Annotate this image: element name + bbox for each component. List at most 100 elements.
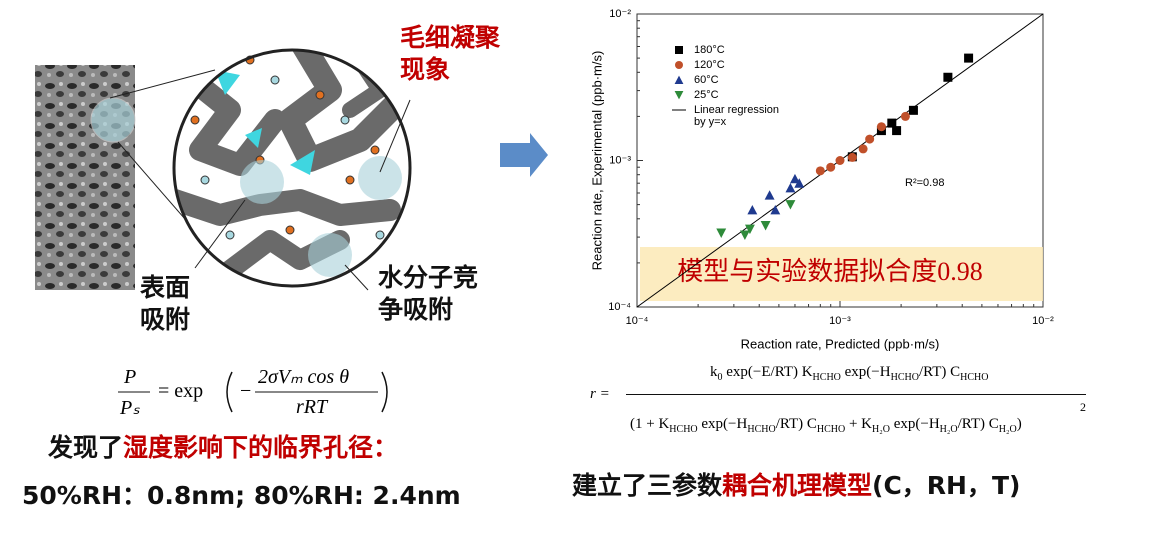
legend-item: 60°C — [672, 74, 822, 86]
point — [865, 134, 875, 144]
y-tick-label: 10⁻² — [609, 8, 631, 20]
point — [964, 53, 974, 63]
pore-outline — [172, 48, 412, 288]
condensed-water — [215, 70, 315, 175]
result: 50%RH：0.8nm; 80%RH: 2.4nm — [22, 481, 461, 510]
eq-piece: HCHO — [816, 424, 846, 435]
conclusion-text: 建立了三参数 — [572, 471, 723, 500]
eq-p: P — [124, 366, 137, 388]
eq-piece: k — [710, 364, 718, 380]
eq-piece: HCHO — [669, 424, 698, 435]
eq-piece: HCHO — [960, 372, 989, 383]
paren — [381, 371, 388, 413]
point — [747, 204, 758, 215]
point — [785, 182, 796, 193]
capillary-label: 毛细凝聚现象 — [400, 23, 501, 84]
y-axis-title: Reaction rate, Experimental (ppb·m/s) — [589, 51, 604, 271]
eq-piece: /RT) C — [775, 416, 817, 432]
paren — [226, 371, 233, 413]
legend-swatch — [674, 75, 684, 84]
legend-swatch — [674, 91, 684, 100]
x-tick-label: 10⁻³ — [829, 315, 851, 327]
eq-minus: − — [240, 380, 252, 402]
point — [892, 126, 902, 136]
point — [716, 228, 727, 238]
eq-piece: HCHO — [747, 424, 776, 435]
x-axis-title: Reaction rate, Predicted (ppb·m/s) — [741, 336, 940, 351]
eq-piece: /RT) C — [957, 416, 999, 432]
y-tick-label: 10⁻⁴ — [608, 301, 631, 313]
x-tick-label: 10⁻² — [1032, 315, 1054, 327]
arrow — [500, 133, 548, 177]
highlight — [240, 160, 284, 204]
point — [815, 166, 825, 176]
eq-ps: Pₛ — [120, 397, 140, 419]
point — [835, 156, 845, 165]
eq-piece: exp(−H — [697, 416, 748, 432]
legend-item: 120°C — [672, 59, 822, 71]
eq-exp: = exp — [158, 380, 204, 402]
pointer — [379, 99, 411, 173]
legend-label: 25°C — [694, 89, 719, 101]
banner-text: 模型与实验数据拟合度0.98 — [677, 257, 983, 286]
point — [943, 72, 953, 82]
chart: 10⁻⁴ 10⁻³ 10⁻² 10⁻⁴ 10⁻³ 10⁻² Reaction rate, P… — [589, 8, 1054, 352]
point — [739, 230, 750, 240]
conclusion-params: (C，RH，T) — [872, 471, 1021, 500]
legend-item: 25°C — [672, 89, 822, 101]
legend: 180°C 120°C 60°C 25°C Linear regression by y… — [672, 44, 822, 131]
eq-denominator: (1 + KHCHO exp(−HHCHO/RT) CHCHO + KH₂O e… — [630, 416, 1022, 435]
eq-piece: exp(−H — [840, 364, 891, 380]
y-tick-label: 10⁻³ — [609, 154, 631, 166]
point — [876, 122, 886, 132]
point — [675, 46, 683, 54]
point — [744, 224, 755, 235]
eq-piece: H₂O — [998, 424, 1017, 435]
point — [785, 200, 796, 210]
point — [770, 204, 781, 215]
legend-swatch — [675, 46, 683, 54]
legend-label: 60°C — [694, 74, 719, 86]
legend-label: 120°C — [694, 59, 725, 71]
eq-piece: H₂O — [939, 424, 958, 435]
eq-den: rRT — [296, 396, 328, 418]
point — [826, 162, 836, 172]
point — [908, 105, 918, 115]
pointer — [344, 264, 369, 291]
conclusion: 建立了三参数耦合机理模型(C，RH，T) — [572, 470, 1020, 502]
zoom-spot — [90, 97, 136, 143]
surface-label: 表面吸附 — [140, 273, 191, 334]
legend-label: Linear regression by y=x — [694, 104, 779, 128]
eq-piece: 0 — [717, 372, 723, 383]
r2-label: R²=0.98 — [905, 177, 944, 189]
competition-label: 水分子竞争吸附 — [378, 263, 479, 324]
point — [858, 144, 868, 154]
eq-num: 2σVₘ cos θ — [258, 366, 350, 388]
legend-swatch — [675, 61, 683, 69]
point — [674, 91, 684, 100]
highlight — [358, 156, 402, 200]
eq-piece: exp(−E/RT) K — [722, 364, 813, 380]
point — [887, 118, 897, 128]
zoom-line — [109, 69, 216, 99]
legend-item: Linear regression by y=x — [672, 104, 822, 128]
legend-swatch — [672, 109, 686, 111]
fraction-bar — [626, 394, 1086, 395]
eq-numerator: k0 exp(−E/RT) KHCHO exp(−HHCHO/RT) CHCHO — [710, 364, 988, 383]
molecules — [190, 55, 385, 240]
diagram — [35, 48, 548, 413]
eq-power: 2 — [1080, 400, 1086, 414]
point — [900, 111, 910, 121]
pointer — [194, 199, 246, 269]
legend-label: 180°C — [694, 44, 725, 56]
conclusion-highlight: 耦合机理模型 — [722, 471, 873, 500]
eq-piece: /RT) C — [918, 364, 961, 380]
point — [764, 190, 775, 200]
eq-piece: H₂O — [872, 424, 890, 435]
finding: 发现了湿度影响下的临界孔径： — [48, 432, 398, 464]
point — [790, 173, 800, 184]
eq-piece: HCHO — [890, 372, 919, 383]
finding-text: 发现了 — [48, 433, 124, 462]
